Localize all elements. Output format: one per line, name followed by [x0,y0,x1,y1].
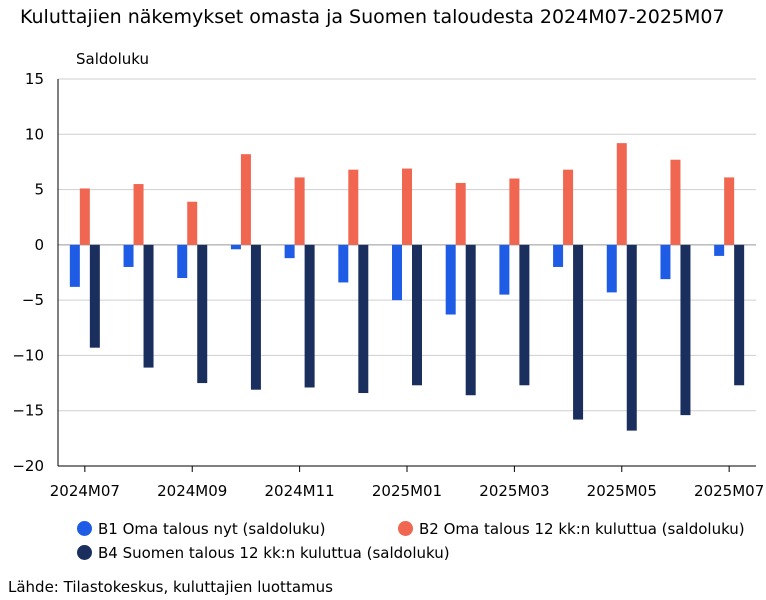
legend-b4-marker [77,545,92,560]
legend-item-b2[interactable]: B2 Oma talous 12 kk:n kuluttua (saldoluk… [398,520,766,538]
bar-b2-2025M04[interactable] [563,169,574,245]
bar-b4-2024M12[interactable] [358,244,369,394]
x-tick-label: 2025M05 [587,482,657,500]
bar-b4-2024M07[interactable] [89,244,100,348]
y-tick-label: −10 [12,346,44,364]
x-tick-label: 2025M01 [372,482,442,500]
x-tick-label: 2024M07 [50,482,120,500]
bar-b1-2025M07[interactable] [714,244,725,256]
bar-b1-2025M02[interactable] [445,244,456,315]
x-tick-label: 2025M03 [479,482,549,500]
legend-item-b4[interactable]: B4 Suomen talous 12 kk:n kuluttua (saldo… [77,544,450,562]
bar-b1-2024M08[interactable] [123,244,134,267]
y-axis-label: Saldoluku [76,50,149,68]
bar-b2-2024M12[interactable] [348,169,359,245]
y-tick-label: −5 [22,291,44,309]
bar-b2-2025M03[interactable] [509,178,520,245]
bar-b4-2025M02[interactable] [465,244,476,396]
y-tick-label: 10 [25,125,44,143]
x-tick-label: 2024M11 [265,482,335,500]
bar-b1-2025M03[interactable] [499,244,510,295]
bar-b2-2024M11[interactable] [294,177,305,245]
y-tick-label: 0 [34,236,44,254]
bar-b4-2025M04[interactable] [573,244,584,420]
bar-b4-2025M07[interactable] [734,244,745,386]
bar-b4-2024M10[interactable] [250,244,261,390]
y-tick-label: −15 [12,402,44,420]
bar-b2-2025M02[interactable] [455,182,466,245]
bar-b1-2025M01[interactable] [392,244,402,301]
legend-b1-marker [77,521,92,536]
bar-b4-2025M01[interactable] [412,244,422,386]
bar-b1-2025M06[interactable] [660,244,671,280]
bar-b1-2024M12[interactable] [338,244,349,283]
chart-title: Kuluttajien näkemykset omasta ja Suomen … [20,6,725,28]
x-tick-label: 2024M09 [157,482,227,500]
bar-b1-2024M09[interactable] [177,244,188,279]
legend-b2-label: B2 Oma talous 12 kk:n kuluttua (saldoluk… [419,520,745,538]
bar-b2-2025M01[interactable] [402,168,412,245]
bar-b1-2025M04[interactable] [553,244,564,267]
bar-b2-2024M07[interactable] [79,188,90,245]
legend-b1-label: B1 Oma talous nyt (saldoluku) [98,520,326,538]
bar-b1-2024M07[interactable] [69,244,80,287]
bar-b1-2024M11[interactable] [284,244,295,259]
bar-b4-2024M08[interactable] [143,244,154,368]
x-tick-label: 2025M07 [694,482,764,500]
y-tick-label: 5 [34,181,44,199]
bar-b4-2025M06[interactable] [680,244,691,416]
y-tick-label: 15 [25,70,44,88]
legend-b4-label: B4 Suomen talous 12 kk:n kuluttua (saldo… [98,544,450,562]
legend-item-b1[interactable]: B1 Oma talous nyt (saldoluku) [77,520,326,538]
bar-b1-2025M05[interactable] [606,244,617,293]
bar-b4-2024M09[interactable] [197,244,208,384]
bar-b4-2024M11[interactable] [304,244,315,388]
y-tick-label: −20 [12,457,44,475]
bar-b4-2025M05[interactable] [626,244,637,431]
bar-b2-2025M07[interactable] [724,177,735,245]
bar-b2-2025M05[interactable] [616,143,627,245]
bar-b2-2024M09[interactable] [187,201,198,245]
bar-b2-2024M10[interactable] [240,154,251,245]
legend-b2-marker [398,521,413,536]
bar-b2-2025M06[interactable] [670,159,681,245]
bar-b4-2025M03[interactable] [519,244,530,386]
bar-b2-2024M08[interactable] [133,184,144,245]
source-note: Lähde: Tilastokeskus, kuluttajien luotta… [8,578,333,596]
bar-b1-2024M10[interactable] [230,244,241,250]
